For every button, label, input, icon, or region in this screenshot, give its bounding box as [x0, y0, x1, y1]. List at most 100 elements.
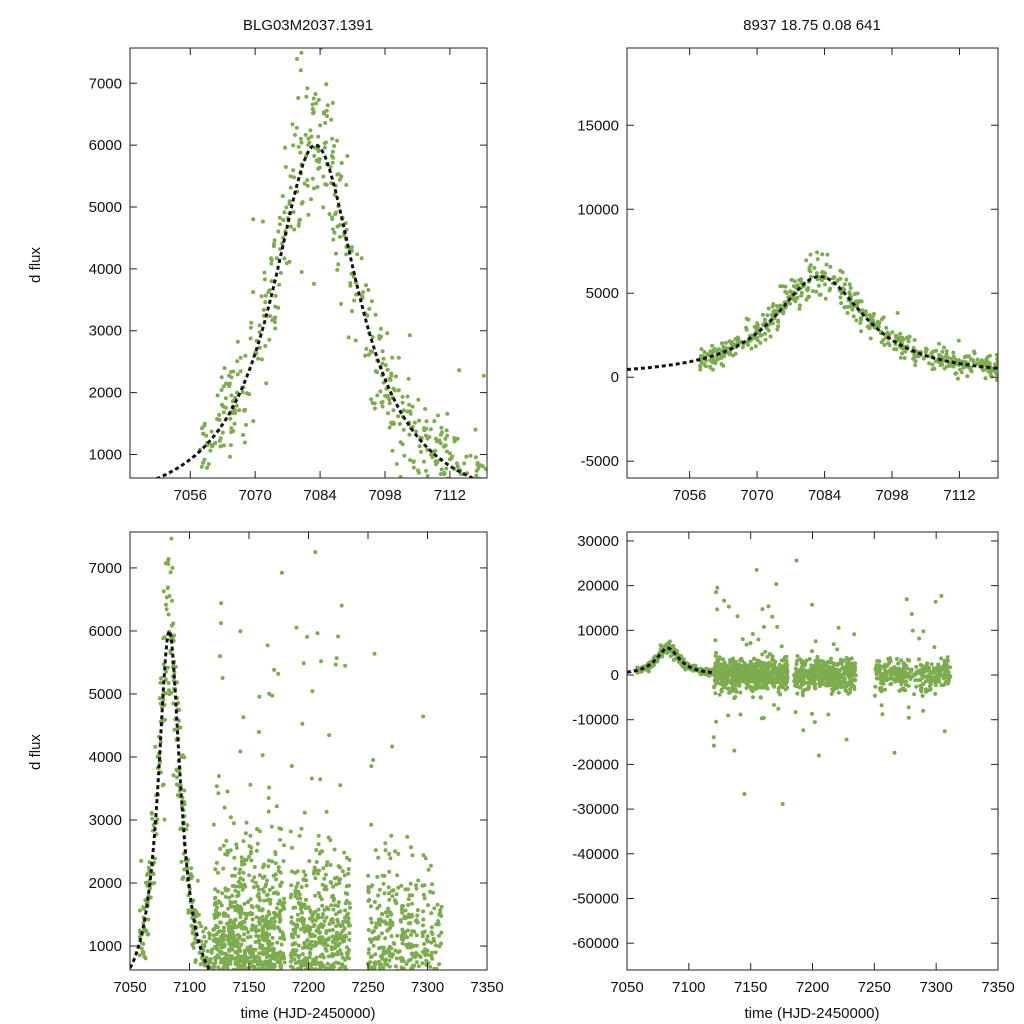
data-point	[378, 326, 383, 331]
data-point	[369, 397, 374, 402]
data-point	[146, 917, 151, 922]
data-point	[721, 683, 726, 688]
data-point	[334, 656, 339, 661]
fit-curve	[627, 646, 715, 675]
data-point	[807, 294, 811, 299]
data-point	[182, 867, 187, 872]
data-point	[203, 926, 208, 931]
data-point	[262, 967, 267, 970]
data-point	[913, 678, 918, 683]
data-point	[899, 668, 904, 673]
data-point	[235, 957, 240, 961]
data-point	[737, 682, 742, 687]
data-point	[296, 144, 301, 149]
data-point	[297, 833, 302, 838]
data-point	[380, 349, 385, 354]
data-point	[336, 943, 341, 948]
data-point	[373, 952, 378, 957]
data-point	[209, 977, 213, 981]
data-point	[289, 883, 294, 888]
data-point	[415, 491, 419, 495]
data-point	[426, 867, 431, 872]
data-point	[439, 425, 444, 430]
x-tick-label: 7084	[808, 487, 841, 504]
y-tick-label: -20000	[572, 756, 619, 773]
data-point	[160, 718, 165, 723]
data-point	[191, 945, 196, 950]
data-point	[381, 965, 386, 970]
data-point	[884, 663, 889, 668]
data-point	[383, 910, 388, 915]
data-point	[409, 951, 414, 956]
data-point	[179, 859, 184, 864]
data-point	[421, 917, 426, 922]
data-point	[848, 679, 852, 684]
data-point	[303, 906, 308, 911]
data-point	[366, 288, 371, 292]
data-point	[417, 444, 422, 449]
data-point	[775, 304, 780, 309]
data-point	[859, 329, 864, 334]
data-point	[921, 673, 926, 678]
data-point	[772, 703, 776, 707]
data-point	[200, 1005, 204, 1009]
data-point	[309, 197, 314, 202]
data-point	[273, 293, 278, 298]
data-point	[375, 370, 380, 375]
data-point	[475, 485, 479, 489]
data-point	[775, 309, 780, 314]
data-point	[475, 462, 480, 467]
data-point	[195, 878, 200, 883]
data-point	[141, 951, 145, 956]
data-point	[257, 694, 262, 699]
data-point	[337, 223, 342, 228]
data-point	[753, 679, 758, 684]
data-point	[216, 889, 220, 894]
data-point	[167, 594, 172, 598]
data-point	[405, 409, 410, 414]
data-point	[268, 901, 273, 906]
data-point	[975, 361, 980, 366]
data-point	[370, 401, 375, 405]
data-point	[715, 607, 720, 612]
data-point	[718, 662, 723, 667]
data-point	[421, 909, 426, 914]
data-point	[328, 838, 333, 843]
data-point	[336, 262, 341, 267]
data-point	[334, 924, 339, 929]
data-point	[389, 934, 394, 939]
data-point	[351, 274, 356, 279]
data-point	[137, 935, 142, 939]
data-point	[817, 678, 821, 682]
data-point	[209, 442, 214, 447]
data-point	[242, 938, 247, 943]
data-point	[885, 330, 890, 335]
data-point	[444, 428, 449, 433]
data-point	[234, 961, 239, 966]
data-point	[731, 659, 735, 664]
data-point	[403, 942, 408, 947]
data-point	[745, 671, 750, 676]
data-point	[955, 376, 960, 381]
data-point	[971, 358, 975, 363]
data-point	[792, 673, 797, 678]
data-point	[407, 432, 412, 437]
data-point	[828, 656, 833, 661]
data-point	[293, 132, 297, 137]
data-point	[406, 928, 410, 933]
data-point	[311, 96, 316, 101]
data-point	[426, 903, 430, 908]
data-point	[909, 612, 914, 616]
data-point	[766, 604, 771, 609]
data-point	[367, 947, 371, 952]
data-point	[408, 458, 413, 463]
panel-bottom-right: -60000-50000-40000-30000-20000-100000100…	[572, 531, 1015, 996]
data-point	[191, 973, 195, 977]
data-point	[314, 942, 319, 947]
data-point	[823, 296, 828, 301]
data-point	[898, 331, 903, 336]
data-point	[781, 311, 786, 316]
data-point	[829, 668, 834, 673]
data-point	[724, 670, 729, 675]
data-point	[413, 955, 418, 960]
